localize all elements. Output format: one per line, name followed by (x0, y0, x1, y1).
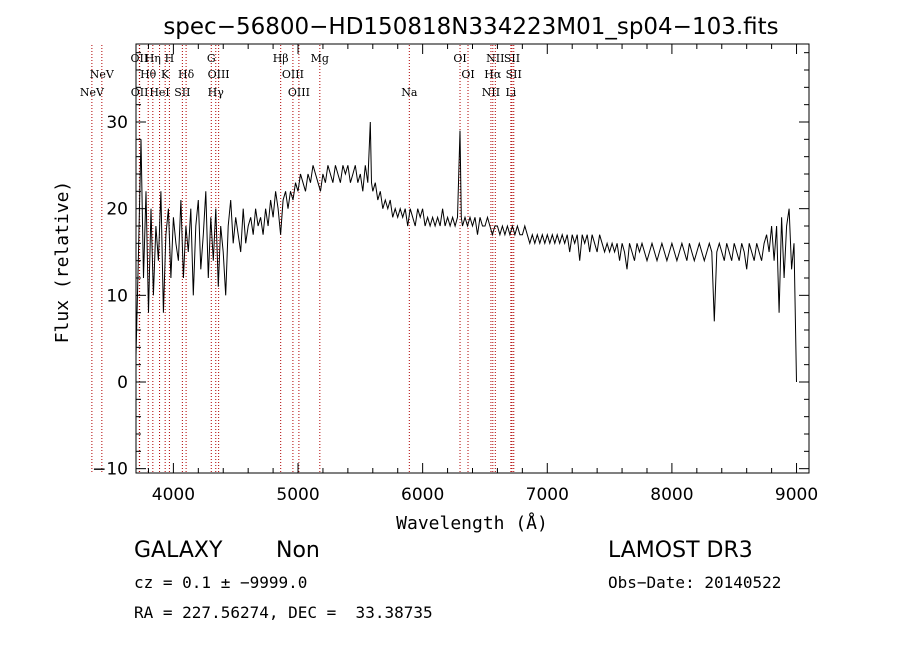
line-label-16: OIII (288, 86, 310, 99)
line-label-10: SII (174, 86, 190, 99)
line-label-5: Hθ (140, 68, 157, 81)
line-label-19: OI (453, 52, 466, 65)
plot-frame (135, 43, 810, 474)
y-tick-label-0: 0 (117, 373, 128, 393)
line-label-4: Hη (145, 52, 161, 65)
line-label-21: NII (486, 52, 504, 65)
line-label-2: OII (131, 52, 149, 65)
line-label-23: NII (482, 86, 500, 99)
line-label-15: OIII (282, 68, 304, 81)
survey-name: LAMOST DR3 (608, 538, 753, 563)
line-label-12: OIII (208, 68, 230, 81)
line-label-9: Hδ (178, 68, 195, 81)
x-axis: 4000 5000 6000 7000 8000 9000 (147, 44, 818, 505)
line-label-24: SII (504, 52, 520, 65)
line-label-11: G (207, 52, 216, 65)
line-label-1: NeV (80, 86, 105, 99)
line-label-14: Hβ (273, 52, 289, 65)
line-label-13: Hγ (208, 86, 225, 99)
y-axis-label: Flux (relative) (52, 181, 73, 344)
x-tick-label-9000: 9000 (775, 485, 818, 505)
line-label-20: OI (461, 68, 474, 81)
line-label-17: Mg (311, 52, 329, 65)
observation-date: Obs−Date: 20140522 (608, 573, 782, 592)
x-tick-label-7000: 7000 (526, 485, 569, 505)
line-label-0: NeV (90, 68, 115, 81)
line-label-22: Hα (484, 68, 502, 81)
line-label-25: SII (506, 68, 522, 81)
chart-title: spec−56800−HD150818N334223M01_sp04−103.f… (163, 14, 778, 40)
x-axis-label: Wavelength (Å) (396, 512, 548, 534)
line-label-26: Li (505, 86, 516, 99)
x-tick-label-8000: 8000 (650, 485, 693, 505)
line-label-6: HeI (149, 86, 169, 99)
y-tick-label-10: 10 (106, 286, 128, 306)
redshift-readout: cz = 0.1 ± −9999.0 (134, 573, 308, 592)
object-class: GALAXY (134, 538, 223, 563)
x-tick-label-6000: 6000 (401, 485, 444, 505)
y-axis: −10 0 10 20 30 (92, 52, 809, 480)
x-tick-label-4000: 4000 (152, 485, 195, 505)
spectrum-line (135, 121, 797, 383)
object-subclass: Non (276, 538, 320, 563)
y-tick-label-20: 20 (106, 200, 128, 220)
line-label-18: Na (401, 86, 418, 99)
y-tick-label--10: −10 (92, 460, 128, 480)
line-label-3: OII (131, 86, 149, 99)
line-label-8: K (161, 68, 170, 81)
x-tick-label-5000: 5000 (276, 485, 319, 505)
sky-coordinates: RA = 227.56274, DEC = 33.38735 (134, 603, 433, 622)
line-label-7: H (165, 52, 175, 65)
y-tick-label-30: 30 (106, 113, 128, 133)
